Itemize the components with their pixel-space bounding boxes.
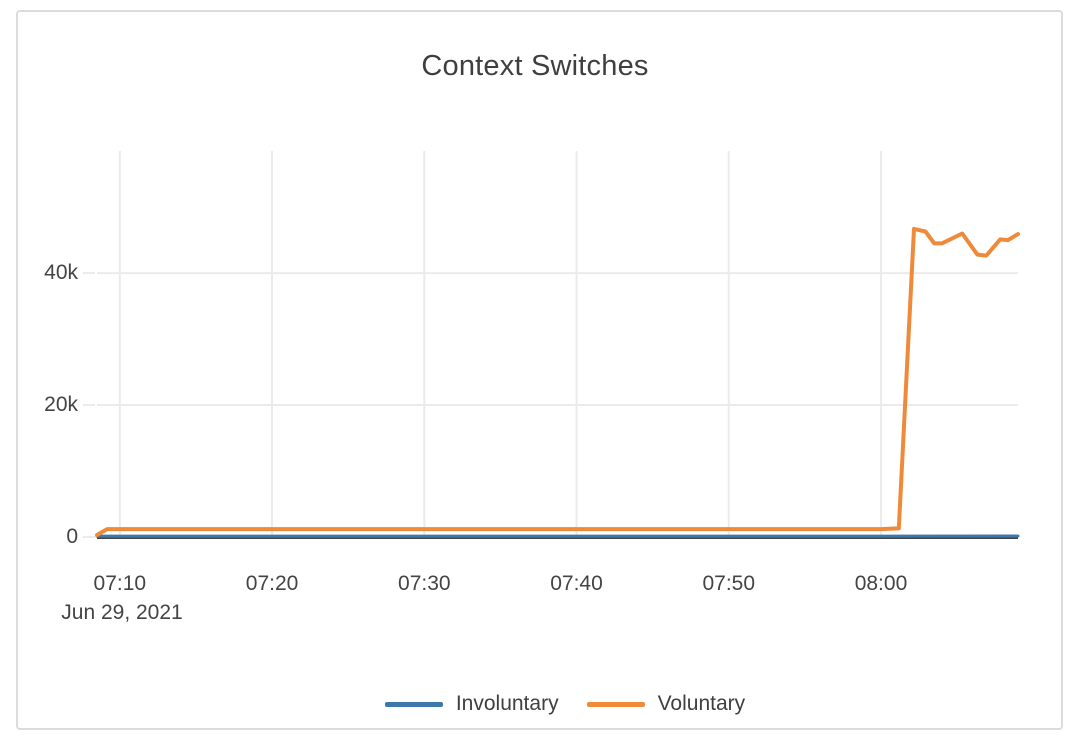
x-tick-label: 08:00 (854, 572, 908, 595)
x-tick-label: 07:20 (245, 572, 299, 595)
legend-item-involuntary[interactable]: Involuntary (384, 692, 559, 716)
x-tick-label: 07:50 (702, 572, 756, 595)
legend-label: Voluntary (657, 692, 746, 715)
chart-card (16, 10, 1063, 730)
y-tick-label: 40k (44, 261, 78, 285)
legend-swatch-involuntary (384, 701, 443, 707)
legend-label: Involuntary (455, 692, 559, 715)
x-tick-label: 07:30 (398, 572, 451, 595)
y-tick-label: 0 (66, 525, 78, 548)
x-tick-label: 07:10 (93, 572, 147, 595)
x-tick-label: 07:40 (550, 572, 603, 595)
chart-title: Context Switches (421, 50, 649, 82)
series-line-voluntary (95, 226, 1020, 537)
legend-item-voluntary[interactable]: Voluntary (586, 692, 746, 716)
x-axis-date-label: Jun 29, 2021 (61, 601, 183, 624)
legend-swatch-voluntary (586, 701, 645, 707)
legend: Involuntary Voluntary (60, 692, 1070, 716)
y-tick-label: 20k (44, 393, 78, 417)
